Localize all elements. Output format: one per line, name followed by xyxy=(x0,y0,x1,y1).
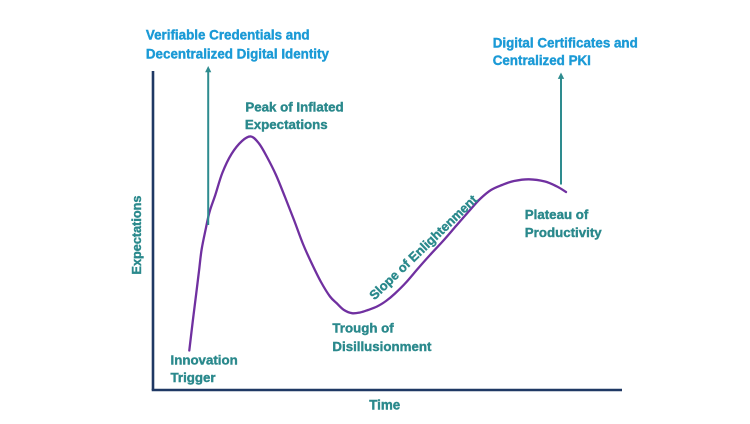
svg-text:Centralized PKI: Centralized PKI xyxy=(493,53,591,68)
svg-text:Time: Time xyxy=(369,397,400,412)
svg-text:Expectations: Expectations xyxy=(130,196,144,275)
svg-text:Trigger: Trigger xyxy=(171,370,216,385)
svg-text:Trough of: Trough of xyxy=(332,321,394,336)
svg-text:Peak of Inflated: Peak of Inflated xyxy=(245,100,343,115)
svg-text:Disillusionment: Disillusionment xyxy=(332,339,432,354)
svg-text:Decentralized Digital Identity: Decentralized Digital Identity xyxy=(146,47,330,62)
svg-text:Expectations: Expectations xyxy=(245,117,328,132)
svg-text:Productivity: Productivity xyxy=(525,225,602,240)
svg-text:Innovation: Innovation xyxy=(171,353,238,368)
svg-text:Plateau of: Plateau of xyxy=(525,207,589,222)
svg-text:Digital Certificates and: Digital Certificates and xyxy=(493,35,638,50)
svg-text:Slope of Enlightenment: Slope of Enlightenment xyxy=(366,191,480,302)
svg-text:Verifiable Credentials and: Verifiable Credentials and xyxy=(146,27,310,42)
